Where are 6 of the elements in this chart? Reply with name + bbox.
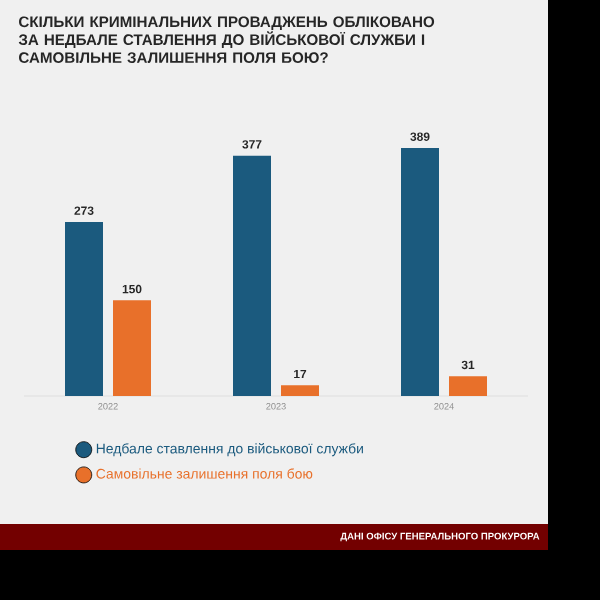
bar [449,376,487,396]
bar [65,221,103,396]
bar [113,300,151,396]
bar [233,155,271,396]
bar [401,147,439,396]
bar [281,385,319,396]
